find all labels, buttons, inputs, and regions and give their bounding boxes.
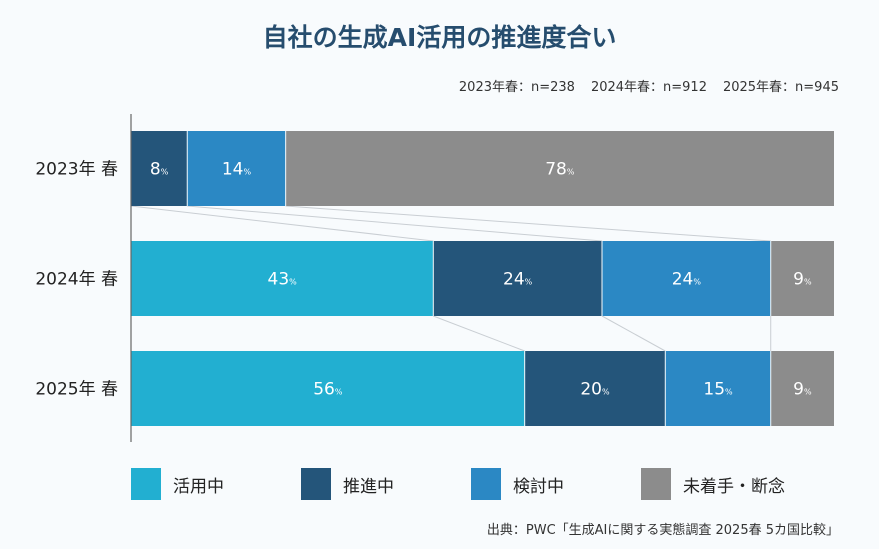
connector-line xyxy=(433,315,525,352)
legend-swatch xyxy=(471,468,501,500)
source-note: 出典：PWC「生成AIに関する実態調査 2025春 5カ国比較」 xyxy=(486,523,839,538)
category-label: 2023年 春 xyxy=(35,160,118,180)
sample-size-2025: 2025年春：n=945 xyxy=(722,80,839,95)
chart-title: 自社の生成AI活用の推進度合い xyxy=(262,23,617,52)
legend-swatch xyxy=(301,468,331,500)
bar-segment xyxy=(665,351,771,426)
legend-swatch xyxy=(641,468,671,500)
legend-item: 検討中 xyxy=(471,466,564,502)
bar-segment xyxy=(131,351,525,426)
connector-line xyxy=(187,205,603,242)
bar-segment xyxy=(187,131,286,206)
bar-segment xyxy=(131,241,434,316)
sample-size-2024: 2024年春：n=912 xyxy=(590,80,707,95)
connector-line xyxy=(130,205,434,242)
connector-line xyxy=(601,315,666,352)
sample-size-2023: 2023年春：n=238 xyxy=(458,80,575,95)
legend-item: 活用中 xyxy=(131,466,224,502)
bar-segment xyxy=(433,241,603,316)
legend-label: 未着手・断念 xyxy=(683,476,785,497)
stacked-bar-plot: 2023年 春 8% 14% 78%2024年 春 43% 24% 24% 9%2025年 春… xyxy=(35,114,834,442)
legend-item: 未着手・断念 xyxy=(641,466,785,502)
bar-segment xyxy=(602,241,771,316)
sample-size-note: 2023年春：n=238 2024年春：n=912 2025年春：n=945 xyxy=(459,76,839,95)
legend-item: 推進中 xyxy=(301,466,394,502)
bar-segment xyxy=(524,351,666,426)
legend-label: 推進中 xyxy=(343,476,394,497)
bar-segment xyxy=(770,241,834,316)
bar-segment xyxy=(131,131,188,206)
category-label: 2024年 春 xyxy=(35,270,118,290)
legend-label: 活用中 xyxy=(173,476,224,497)
bar-segment xyxy=(285,131,834,206)
legend-label: 検討中 xyxy=(513,476,564,497)
category-label: 2025年 春 xyxy=(35,380,118,400)
bar-segment xyxy=(770,351,834,426)
legend-swatch xyxy=(131,468,161,500)
connector-line xyxy=(285,205,771,242)
legend: 活用中 推進中 検討中 未着手・断念 xyxy=(0,466,879,502)
